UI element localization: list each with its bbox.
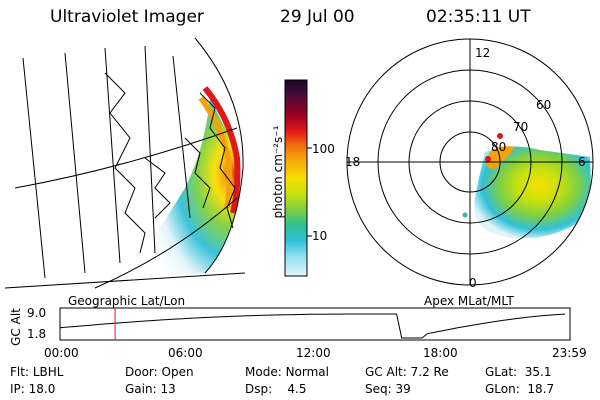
colorbar-tick-10: 10 xyxy=(312,229,328,243)
info-glat: GLat: 35.1 xyxy=(485,365,552,379)
timeline-xtick-0000: 00:00 xyxy=(44,346,79,360)
colorbar-tick-100: 100 xyxy=(312,142,335,156)
timeline-xtick-1200: 12:00 xyxy=(296,346,331,360)
mlt-label-0: 0 xyxy=(469,276,477,290)
info-gain: Gain: 13 xyxy=(125,382,176,396)
mlat-label-80: 80 xyxy=(491,140,507,154)
mlat-label-60: 60 xyxy=(536,98,552,112)
timeline-xtick-2359: 23:59 xyxy=(552,346,587,360)
mlt-label-6: 6 xyxy=(578,155,586,169)
timeline-chart xyxy=(59,307,571,341)
polar-plot-label: Apex MLat/MLT xyxy=(424,294,514,308)
info-dsp: Dsp: 4.5 xyxy=(245,382,307,396)
mlt-label-12: 12 xyxy=(475,46,491,60)
geographic-map xyxy=(4,37,246,289)
geo-map-label: Geographic Lat/Lon xyxy=(68,294,186,308)
instrument-title: Ultraviolet Imager xyxy=(50,7,204,27)
timeline-ytick-9: 9.0 xyxy=(27,306,47,320)
timeline-ylabel: GC Alt xyxy=(9,308,23,346)
colorbar xyxy=(284,79,312,277)
timeline-xtick-1800: 18:00 xyxy=(423,346,458,360)
mlt-label-18: 18 xyxy=(345,155,361,169)
info-mode: Mode: Normal xyxy=(245,365,329,379)
info-seq: Seq: 39 xyxy=(365,382,411,396)
timeline-xtick-0600: 06:00 xyxy=(168,346,203,360)
info-flt: Flt: LBHL xyxy=(10,365,64,379)
colorbar-label: photon cm⁻²s⁻¹ xyxy=(271,125,285,219)
info-glon: GLon: 18.7 xyxy=(485,382,555,396)
info-door: Door: Open xyxy=(125,365,194,379)
info-ip: IP: 18.0 xyxy=(10,382,56,396)
observation-date: 29 Jul 00 xyxy=(280,7,355,27)
mlat-label-70: 70 xyxy=(513,120,529,134)
timeline-ytick-1-8: 1.8 xyxy=(27,327,47,341)
observation-time: 02:35:11 UT xyxy=(426,7,531,27)
info-gc-alt: GC Alt: 7.2 Re xyxy=(365,365,449,379)
polar-plot xyxy=(346,38,594,286)
